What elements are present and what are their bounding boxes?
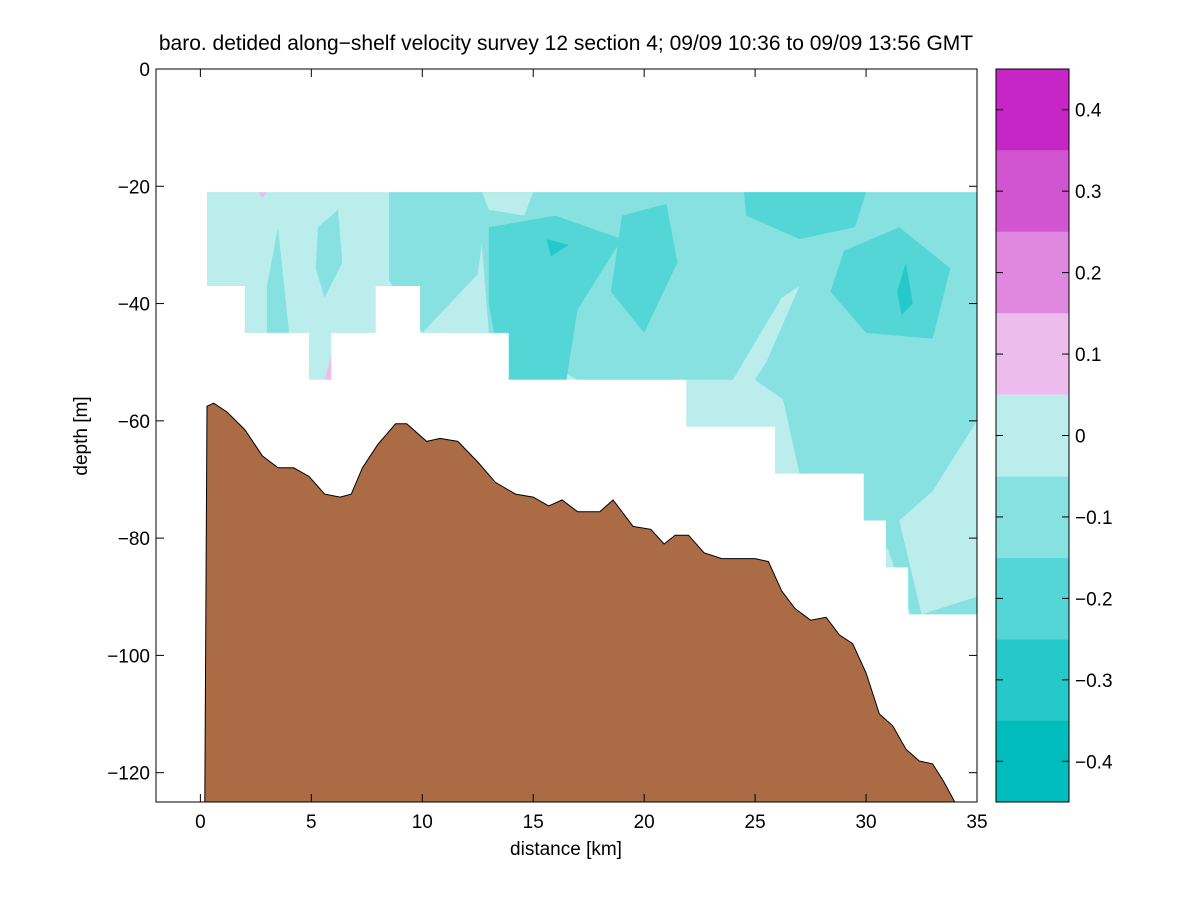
colorbar-band [996, 150, 1069, 232]
x-tick-label: 20 [634, 812, 655, 833]
x-tick-label: 0 [195, 812, 206, 833]
velocity-patch-13 [899, 420, 977, 615]
y-axis-label: depth [m] [71, 396, 92, 475]
colorbar-tick-label: 0.2 [1075, 264, 1101, 285]
colorbar-band [996, 476, 1069, 558]
colorbar-tick-label: −0.1 [1075, 508, 1113, 529]
y-tick-label: 0 [139, 60, 150, 81]
y-axis: 0 −20 −40 −60 −80 −100 −120 [107, 60, 977, 785]
velocity-patch-6 [610, 203, 678, 333]
y-tick-label: −100 [107, 646, 150, 667]
velocity-patch-9 [897, 262, 913, 316]
y-tick-label: −80 [118, 529, 150, 550]
x-tick-label: 5 [306, 812, 317, 833]
colorbar-band [996, 313, 1069, 395]
velocity-patch-14 [324, 356, 332, 380]
colorbar-tick-label: 0.4 [1075, 101, 1102, 122]
velocity-patch-11 [482, 192, 534, 216]
x-tick-label: 10 [412, 812, 433, 833]
x-tick-label: 30 [855, 812, 876, 833]
plot-area: 0 5 10 15 20 25 30 35 0 −20 −40 −60 −80 −100 −120 [107, 60, 987, 833]
velocity-patch-4 [315, 209, 343, 298]
x-axis: 0 5 10 15 20 25 30 35 [195, 69, 988, 833]
bathymetry-layer [204, 402, 956, 802]
colorbar-band [996, 639, 1069, 721]
velocity-patch-10 [546, 239, 569, 257]
y-tick-label: −120 [107, 764, 150, 785]
colorbar: −0.4 −0.3 −0.2 −0.1 0 0.1 0.2 0.3 0.4 [995, 68, 1113, 803]
velocity-patch-7 [830, 227, 951, 339]
velocity-patch-12 [732, 286, 800, 404]
x-tick-label: 15 [523, 812, 544, 833]
x-axis-label: distance [km] [510, 839, 622, 860]
x-tick-label: 25 [745, 812, 766, 833]
velocity-patch-15 [258, 192, 267, 198]
y-tick-label: −20 [118, 177, 150, 198]
colorbar-tick-label: −0.4 [1075, 752, 1113, 773]
y-tick-label: −60 [118, 412, 150, 433]
colorbar-band [996, 557, 1069, 640]
y-tick-label: −40 [118, 295, 150, 316]
plot-frame [155, 68, 978, 803]
velocity-patch-3 [266, 227, 290, 333]
colorbar-tick-label: 0.1 [1075, 345, 1101, 366]
colorbar-band [996, 394, 1069, 477]
seafloor-bathymetry [204, 402, 956, 802]
chart-title: baro. detided along−shelf velocity surve… [159, 32, 973, 55]
colorbar-ticks: −0.4 −0.3 −0.2 −0.1 0 0.1 0.2 0.3 0.4 [996, 101, 1113, 773]
colorbar-tick-label: 0.3 [1075, 182, 1101, 203]
colorbar-bands [996, 69, 1069, 802]
x-tick-label: 35 [966, 812, 987, 833]
colorbar-band [996, 69, 1069, 151]
velocity-contour-layer [207, 192, 977, 615]
velocity-patch-5 [488, 215, 622, 380]
colorbar-tick-label: 0 [1075, 427, 1086, 448]
colorbar-tick-label: −0.2 [1075, 589, 1113, 610]
velocity-patch-8 [744, 192, 867, 240]
colorbar-tick-label: −0.3 [1075, 671, 1113, 692]
velocity-patches [258, 192, 977, 615]
colorbar-band [996, 720, 1069, 802]
colorbar-band [996, 231, 1069, 314]
